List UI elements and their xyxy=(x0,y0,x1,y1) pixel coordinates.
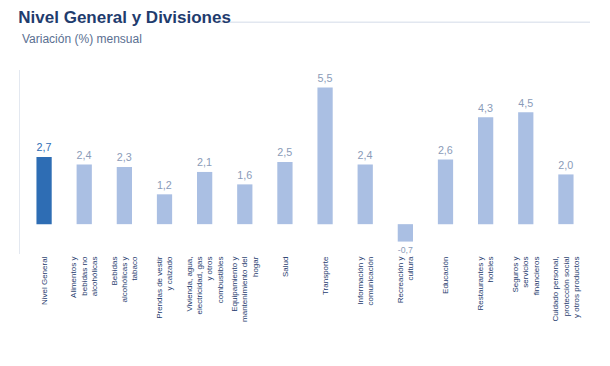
svg-text:4,5: 4,5 xyxy=(518,97,533,109)
svg-text:-0,7: -0,7 xyxy=(398,245,413,255)
svg-text:Información ycomunicación: Información ycomunicación xyxy=(356,257,375,306)
svg-text:2,3: 2,3 xyxy=(117,151,132,163)
svg-text:2,7: 2,7 xyxy=(36,141,51,153)
svg-text:Vivienda, agua,electricidad, g: Vivienda, agua,electricidad, gasy otrosc… xyxy=(185,257,225,315)
svg-text:Equipamiento ymantenimiento de: Equipamiento ymantenimiento delhogar xyxy=(230,256,260,322)
svg-text:Bebidasalcohólicas ytabaco: Bebidasalcohólicas ytabaco xyxy=(110,256,140,302)
svg-text:Restaurantes yhoteles: Restaurantes yhoteles xyxy=(476,257,495,311)
svg-text:2,6: 2,6 xyxy=(438,144,453,156)
svg-text:1,6: 1,6 xyxy=(237,169,252,181)
svg-text:2,0: 2,0 xyxy=(558,159,573,171)
svg-text:Alimentos ybebidas noalcohólic: Alimentos ybebidas noalcohólicas xyxy=(69,256,99,298)
svg-text:5,5: 5,5 xyxy=(317,72,332,84)
svg-text:2,4: 2,4 xyxy=(358,149,373,161)
svg-text:Prendas de vestiry calzado: Prendas de vestiry calzado xyxy=(155,256,174,319)
svg-text:Nivel General: Nivel General xyxy=(40,256,49,305)
svg-text:Variación (%) mensual: Variación (%) mensual xyxy=(22,32,142,46)
svg-text:Recreación ycultura: Recreación ycultura xyxy=(396,256,415,303)
svg-text:Seguros yserviciosfinancieros: Seguros yserviciosfinancieros xyxy=(511,257,541,296)
svg-text:2,1: 2,1 xyxy=(197,156,212,168)
svg-text:Salud: Salud xyxy=(281,257,290,277)
svg-text:Cuidado personal,protección so: Cuidado personal,protección socialy otro… xyxy=(551,256,581,321)
svg-text:Educación: Educación xyxy=(441,257,450,294)
svg-text:2,5: 2,5 xyxy=(277,146,292,158)
svg-text:Transporte: Transporte xyxy=(321,256,330,295)
svg-text:Nivel General y Divisiones: Nivel General y Divisiones xyxy=(18,8,231,27)
svg-text:4,3: 4,3 xyxy=(478,102,493,114)
svg-text:2,4: 2,4 xyxy=(77,149,92,161)
svg-text:1,2: 1,2 xyxy=(157,179,172,191)
